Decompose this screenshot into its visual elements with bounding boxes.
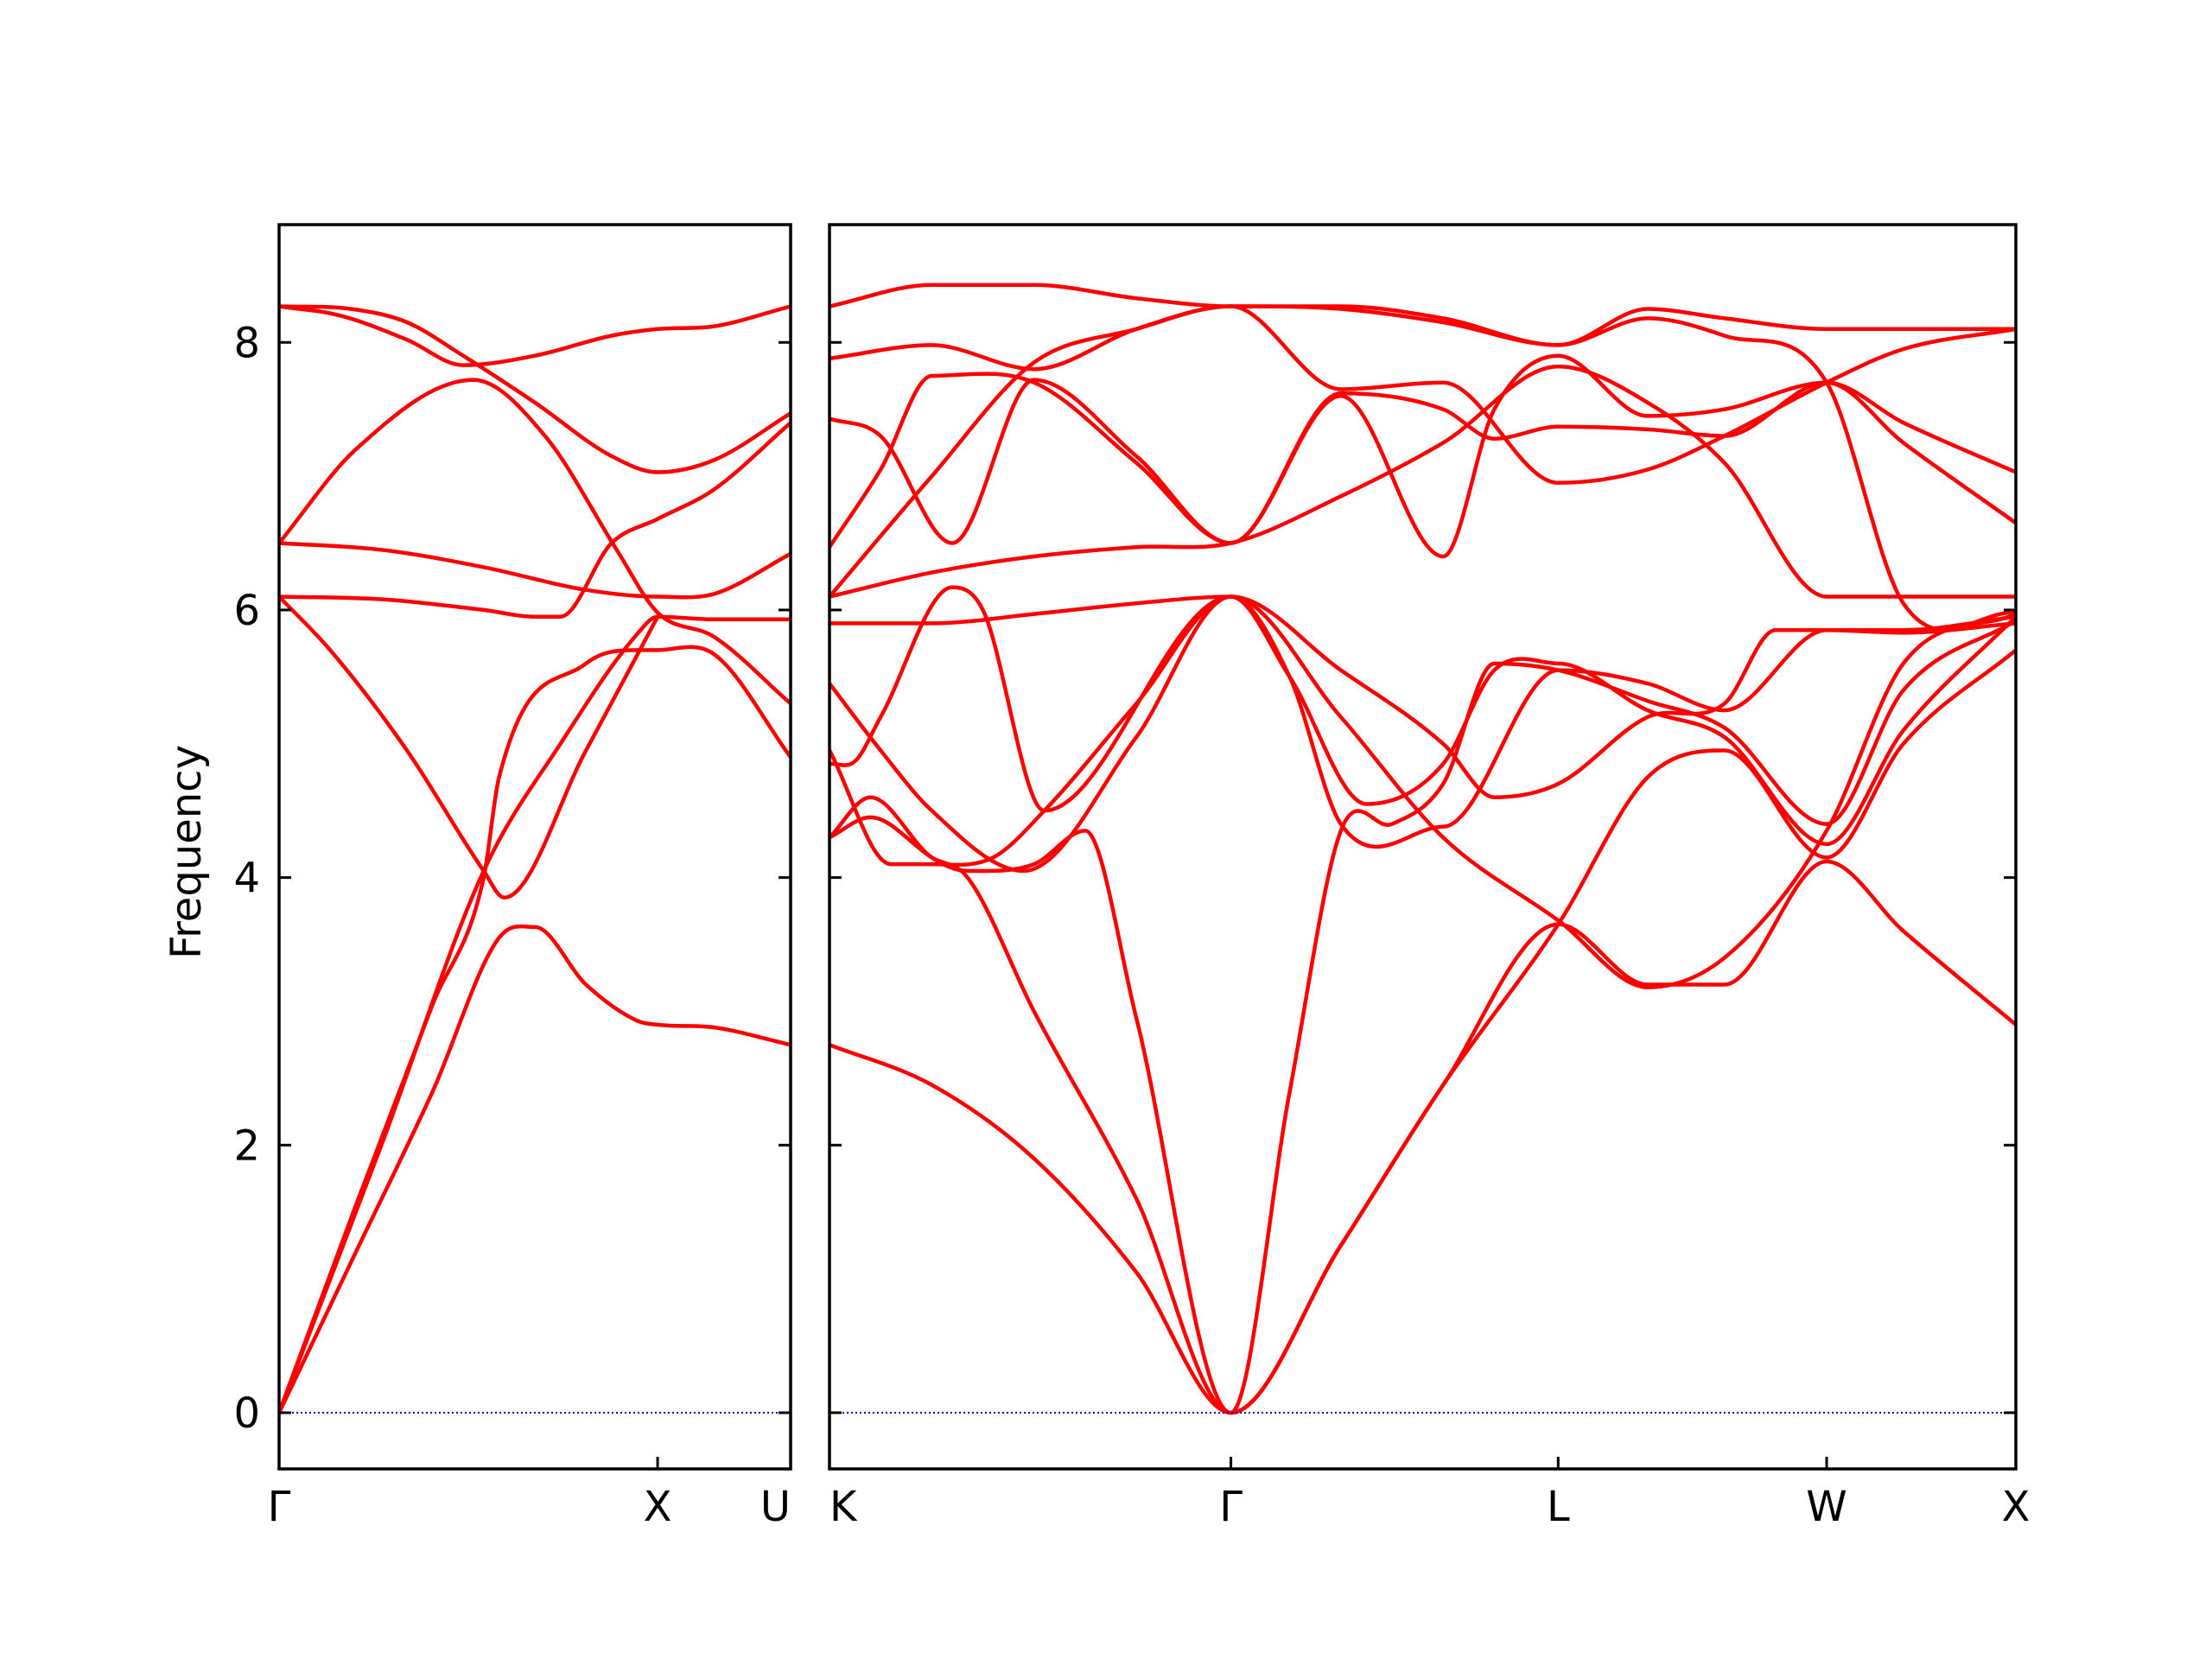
phonon-band-1 xyxy=(279,924,791,1415)
y-tick-label: 8 xyxy=(233,319,260,367)
y-tick-label: 4 xyxy=(233,855,260,903)
band-lines xyxy=(830,283,2016,1415)
phonon-band-6 xyxy=(830,585,2016,849)
phonon-band-1 xyxy=(830,859,2016,1415)
phonon-band-3 xyxy=(830,619,2016,1415)
phonon-band-2 xyxy=(279,645,791,1415)
phonon-band-9 xyxy=(279,304,791,474)
phonon-band-2 xyxy=(830,648,2016,1415)
y-axis-label: Frequency xyxy=(162,745,211,959)
phonon-band-5 xyxy=(279,420,791,619)
band-lines xyxy=(279,304,791,1415)
phonon-band-10 xyxy=(830,378,2016,545)
x-tick-label: Γ xyxy=(268,1483,291,1531)
x-tick-label: U xyxy=(760,1483,791,1531)
phonon-band-9 xyxy=(830,353,2016,559)
phonon-band-8 xyxy=(279,304,791,367)
panel-frame xyxy=(277,223,792,1471)
phonon-band-4 xyxy=(279,614,791,1415)
phonon-band-7 xyxy=(830,594,2016,799)
phonon-band-13 xyxy=(830,283,2016,347)
y-tick-label: 0 xyxy=(233,1389,260,1438)
x-tick-label: W xyxy=(1806,1483,1847,1531)
phonon-band-11 xyxy=(830,304,2016,599)
phonon-band-7 xyxy=(279,378,791,706)
x-tick-label: L xyxy=(1547,1483,1570,1531)
y-tick-label: 6 xyxy=(233,587,260,635)
phonon-band-6 xyxy=(279,541,791,600)
chart-panel-left: 0 2 4 6 8 Γ X U xyxy=(233,223,792,1531)
phonon-band-3 xyxy=(279,594,660,900)
phonon-band-8 xyxy=(830,364,2016,599)
phonon-band-4 xyxy=(830,594,2016,868)
panel-frame xyxy=(828,223,2018,1471)
phonon-band-5 xyxy=(830,594,2016,989)
x-tick-label: K xyxy=(830,1483,858,1531)
x-tick-label: X xyxy=(644,1483,672,1531)
x-tick-label: Γ xyxy=(1219,1483,1243,1531)
phonon-band-12 xyxy=(830,304,2016,632)
y-tick-label: 2 xyxy=(233,1122,260,1170)
x-tick-label: X xyxy=(2002,1483,2031,1531)
